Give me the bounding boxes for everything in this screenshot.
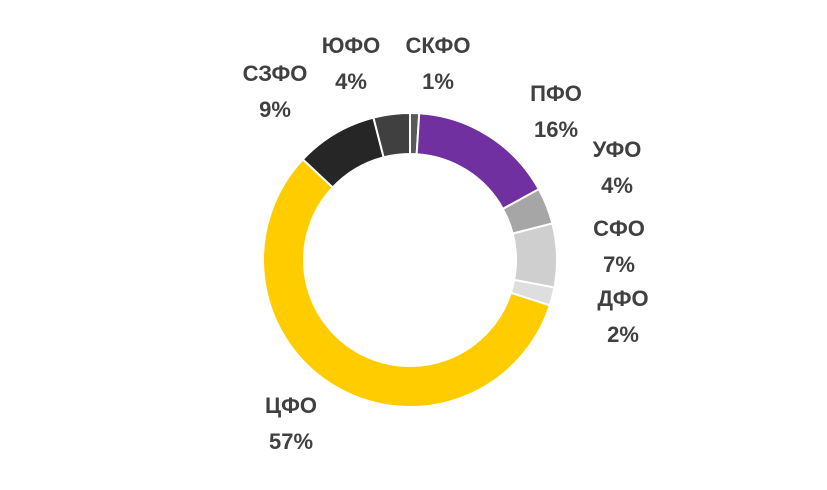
segment-name: УФО <box>593 137 642 162</box>
segment-value-label: 16% <box>534 117 578 142</box>
donut-segment <box>415 112 541 211</box>
segment-name: ПФО <box>530 81 582 106</box>
donut-segment <box>372 111 411 159</box>
segment-name: СКФО <box>406 33 471 58</box>
segment-value-label: 4% <box>335 69 367 94</box>
segment-name: ЦФО <box>265 393 317 418</box>
segment-value-label: 9% <box>259 97 291 122</box>
segment-value-label: 2% <box>607 322 639 347</box>
segment-value-label: 4% <box>601 173 633 198</box>
segment-value-label: 1% <box>422 69 454 94</box>
donut-segment <box>511 222 558 289</box>
segment-name: СФО <box>593 216 645 241</box>
segment-value-label: 7% <box>603 252 635 277</box>
segment-name: ДФО <box>597 286 648 311</box>
segment-name: ЮФО <box>322 33 381 58</box>
segment-value-label: 57% <box>269 429 313 454</box>
donut-segment <box>262 157 552 408</box>
segment-name: СЗФО <box>243 61 308 86</box>
